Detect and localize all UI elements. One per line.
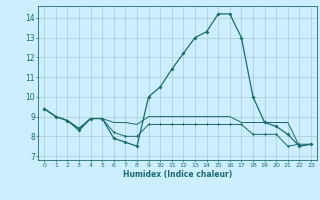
X-axis label: Humidex (Indice chaleur): Humidex (Indice chaleur) bbox=[123, 170, 232, 179]
